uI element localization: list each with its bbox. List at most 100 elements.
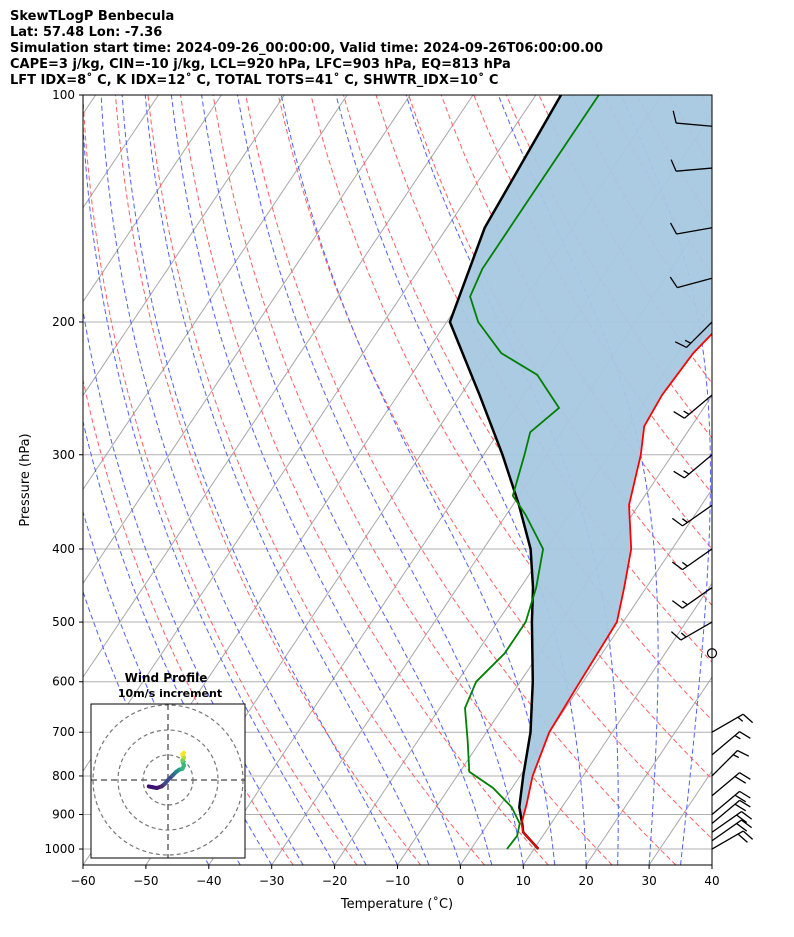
wind-barb [672,110,713,127]
x-tick-label: 20 [579,874,594,888]
wind-barb [673,454,713,479]
wind-barb-flag [734,775,747,784]
moist-adiabat-line [83,307,304,865]
wind-barb-flag [673,470,685,479]
wind-barb-staff [676,122,713,127]
wind-barb-flag [737,749,750,757]
wind-barb-staff [676,227,713,235]
hodograph-title: Wind Profile [125,671,208,685]
chart-header: SkewTLogP Benbecula Lat: 57.48 Lon: -7.3… [10,9,603,89]
dewpoint-line [464,95,600,850]
wind-barb-flag [741,819,753,829]
dry-adiabat-line [212,95,613,865]
wind-barb-flag [672,110,677,124]
wind-barb-flag [671,561,683,571]
moist-adiabat-line [744,95,794,865]
hodograph [91,704,245,858]
wind-barb-flag [739,731,751,739]
moist-adiabat-line [775,95,794,865]
hodograph-subtitle: 10m/s increment [118,687,222,700]
moist-adiabat-line [335,95,587,865]
y-tick-label: 100 [52,88,75,102]
wind-barb [711,830,754,850]
moist-adiabat-line [201,95,493,865]
wind-barb-staff [684,454,713,479]
x-tick-label: −10 [385,874,410,888]
wind-barb-flag [741,811,753,820]
dry-adiabat-line [83,95,358,865]
wind-barb [670,621,713,641]
y-tick-label: 1000 [44,842,75,856]
moist-adiabat-line [83,590,210,865]
wind-barb-flag [674,341,687,349]
dry-adiabat-line [310,95,712,780]
wind-barb-half-flag [684,339,692,344]
x-tick-label: −60 [70,874,95,888]
dry-adiabat-line [180,95,549,865]
x-tick-label: −50 [133,874,158,888]
y-axis-label: Pressure (hPa) [18,433,33,526]
wind-barb [671,548,713,571]
wind-barb [711,713,754,733]
x-tick-label: −40 [196,874,221,888]
wind-barb-staff [676,167,713,172]
wind-barb-half-flag [683,410,690,415]
wind-barb [711,811,753,833]
wind-barb-flag [736,823,748,832]
dry-adiabat-line [701,95,712,113]
dry-adiabat-line [245,95,677,865]
moist-adiabat-line [711,861,712,865]
moist-adiabat-line [121,95,398,865]
dry-adiabat-line [114,95,422,865]
hodograph-trace [180,750,186,757]
wind-barb-flag [742,713,754,724]
dry-adiabat-line [277,95,712,840]
wind-barb-half-flag [683,470,690,475]
wind-barb-flag [734,794,747,803]
wind-barb [671,587,713,609]
cape-shading [449,95,712,849]
y-tick-label: 200 [52,315,75,329]
isotherm-line [83,95,348,491]
moist-adiabat-line [144,95,430,865]
x-tick-label: 40 [704,874,719,888]
dry-adiabat-line [83,377,294,865]
wind-barb [671,504,713,527]
parcel-profile-line [448,95,563,850]
y-tick-label: 500 [52,615,75,629]
wind-barb [711,731,751,756]
temperature-line [520,332,712,850]
wind-barb [711,790,751,816]
y-tick-label: 700 [52,725,75,739]
wind-barb-flag [670,159,677,172]
wind-barb-staff [677,277,713,289]
x-tick-label: 10 [516,874,531,888]
wind-barb-flag [739,790,751,799]
wind-barb-half-flag [681,561,688,567]
y-tick-label: 600 [52,675,75,689]
isotherm-line [585,676,712,865]
y-tick-label: 300 [52,448,75,462]
wind-barb-flag [734,803,747,812]
dry-adiabat-line [767,95,794,865]
wind-barb-calm [706,648,718,659]
moist-adiabat-line [170,95,461,865]
wind-barb [711,819,753,842]
x-tick-label: −20 [322,874,347,888]
y-tick-label: 900 [52,808,75,822]
wind-barb-half-flag [732,754,740,759]
y-tick-label: 800 [52,769,75,783]
wind-barb [669,222,713,235]
wind-barb-flag [669,276,678,288]
wind-barb [711,772,751,797]
moist-adiabat-line [237,95,524,865]
isotherm-line [83,95,474,679]
location-line: Lat: 57.48 Lon: -7.36 [10,25,163,40]
wind-barb-flag [736,814,748,824]
moist-adiabat-line [280,95,556,865]
x-axis-label: Temperature (˚C) [340,896,453,912]
isotherm-line [83,95,411,585]
wind-barb [711,749,750,777]
wind-barb-flag [673,411,685,419]
